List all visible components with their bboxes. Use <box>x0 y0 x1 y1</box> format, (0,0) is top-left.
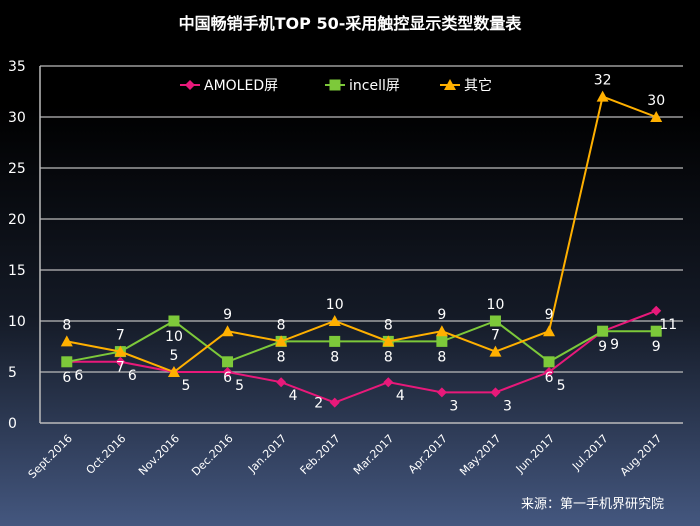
x-tick-label: Mar.2017 <box>351 432 396 477</box>
data-label: 6 <box>74 368 83 384</box>
data-label: 3 <box>449 398 458 414</box>
x-tick-label: Nov.2016 <box>136 432 182 478</box>
data-point <box>436 387 447 398</box>
x-tick-label: Aug.2017 <box>618 432 665 479</box>
y-tick-label: 30 <box>8 110 26 126</box>
data-label: 5 <box>181 378 190 394</box>
data-label: 8 <box>330 349 339 365</box>
legend-label: AMOLED屏 <box>204 78 278 94</box>
data-label: 4 <box>396 388 405 404</box>
y-tick-label: 0 <box>8 416 17 432</box>
data-point <box>543 356 555 368</box>
data-label: 7 <box>116 360 125 376</box>
data-label: 8 <box>437 349 446 365</box>
data-label: 9 <box>652 339 661 355</box>
x-tick-label: Sept.2016 <box>26 432 75 481</box>
x-tick-label: Dec.2016 <box>189 432 236 479</box>
series-line-1 <box>66 319 657 363</box>
data-point <box>489 315 501 327</box>
data-point <box>596 90 609 102</box>
data-point <box>276 377 287 388</box>
data-point <box>383 377 394 388</box>
data-point <box>650 325 662 337</box>
series-line-0 <box>66 309 657 404</box>
data-point <box>328 315 341 326</box>
data-point <box>597 325 609 337</box>
data-point <box>329 335 341 347</box>
data-label: 8 <box>384 349 393 365</box>
data-label: 30 <box>647 93 665 109</box>
data-label: 8 <box>62 317 71 333</box>
legend-label: incell屏 <box>349 78 400 94</box>
data-label: 7 <box>491 328 500 344</box>
data-point <box>489 345 502 357</box>
y-tick-label: 35 <box>8 59 26 75</box>
y-tick-label: 20 <box>8 212 26 228</box>
data-point <box>544 367 555 377</box>
data-label: 3 <box>503 398 512 414</box>
data-point <box>275 335 288 347</box>
data-label: 6 <box>128 368 137 384</box>
y-tick-label: 10 <box>8 314 26 330</box>
series-line-2 <box>66 95 657 374</box>
data-label: 7 <box>116 328 125 344</box>
data-label: 11 <box>659 317 677 333</box>
data-point <box>115 356 126 367</box>
legend-marker <box>444 79 456 90</box>
y-tick-label: 15 <box>8 263 26 279</box>
data-label: 8 <box>384 317 393 333</box>
data-label: 9 <box>545 307 554 323</box>
data-label: 6 <box>545 370 554 386</box>
source-note: 来源：第一手机界研究院 <box>520 497 664 512</box>
data-point <box>436 335 448 347</box>
y-tick-label: 5 <box>8 365 17 381</box>
data-label: 10 <box>326 297 344 313</box>
x-tick-label: Oct.2016 <box>84 432 129 477</box>
data-point <box>61 356 73 368</box>
data-label: 9 <box>610 337 619 353</box>
data-point <box>114 345 127 357</box>
data-label: 8 <box>277 317 286 333</box>
legend-label: 其它 <box>464 77 492 94</box>
legend-marker <box>185 80 195 90</box>
data-label: 32 <box>594 73 612 89</box>
x-tick-label: Jul.2017 <box>569 432 611 474</box>
data-label: 5 <box>235 378 244 394</box>
data-label: 9 <box>598 339 607 355</box>
x-tick-label: Apr.2017 <box>406 432 450 476</box>
data-label: 4 <box>289 388 298 404</box>
data-point <box>329 397 340 408</box>
data-label: 5 <box>169 348 178 364</box>
data-label: 10 <box>165 329 183 345</box>
data-point <box>168 315 180 327</box>
data-label: 5 <box>557 378 566 394</box>
x-tick-label: Jun.2017 <box>513 432 557 476</box>
data-point <box>60 335 73 347</box>
data-label: 8 <box>277 349 286 365</box>
x-tick-label: Jan.2017 <box>245 432 289 476</box>
y-tick-label: 25 <box>8 161 26 177</box>
data-label: 6 <box>62 370 71 386</box>
data-point <box>221 325 234 337</box>
data-point <box>222 367 233 377</box>
x-tick-label: Feb.2017 <box>298 432 343 477</box>
data-point <box>435 325 448 337</box>
data-point <box>543 325 556 337</box>
data-label: 6 <box>223 370 232 386</box>
data-label: 10 <box>487 297 505 313</box>
data-point <box>382 335 395 347</box>
data-label: 9 <box>437 307 446 323</box>
chart-title: 中国畅销手机TOP 50-采用触控显示类型数量表 <box>178 14 522 33</box>
data-point <box>651 305 662 316</box>
data-label: 9 <box>223 307 232 323</box>
data-label: 2 <box>314 396 323 412</box>
data-point <box>490 387 501 398</box>
x-tick-label: May.2017 <box>457 432 503 478</box>
data-point <box>222 356 234 368</box>
data-point <box>650 111 663 122</box>
data-point <box>167 366 180 377</box>
legend-marker <box>329 79 341 91</box>
